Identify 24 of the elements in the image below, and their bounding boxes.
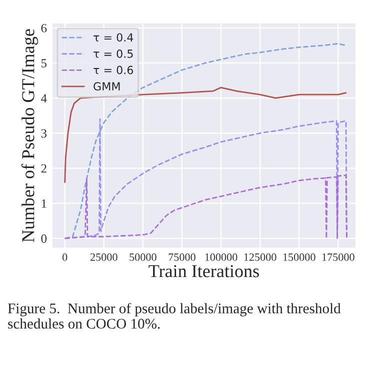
legend-label: GMM — [94, 82, 120, 91]
caption: Figure 5. Number of pseudo labels/image with threshold schedules on COCO 10%. — [8, 302, 341, 329]
y-tick-label: 4 — [41, 94, 47, 102]
y-tick-label: 0 — [41, 234, 47, 243]
y-tick-label: 3 — [41, 129, 47, 138]
legend-label: τ = 0.5 — [94, 50, 133, 58]
x-tick-label: 150000 — [283, 253, 316, 261]
y-tick-label: 2 — [41, 164, 46, 173]
y-axis-title: Number of Pseudo GT/Image — [21, 29, 38, 242]
legend-label: τ = 0.4 — [94, 33, 134, 42]
x-tick-label: 100000 — [205, 253, 238, 261]
y-tick-label: 6 — [41, 24, 47, 32]
x-tick-label: 50000 — [130, 253, 156, 261]
x-tick-label: 125000 — [244, 253, 276, 261]
x-tick-label: 0 — [62, 253, 68, 261]
y-tick-label: 1 — [42, 199, 46, 208]
line-series — [64, 42, 347, 240]
x-tick-label: 75000 — [168, 253, 196, 261]
line-series — [64, 174, 348, 240]
legend-label: τ = 0.6 — [94, 66, 134, 74]
x-axis-title: Train Iterations — [148, 265, 259, 278]
y-tick-label: 5 — [42, 59, 47, 68]
x-tick-label: 25000 — [90, 253, 118, 261]
x-tick-label: 175000 — [322, 253, 354, 261]
